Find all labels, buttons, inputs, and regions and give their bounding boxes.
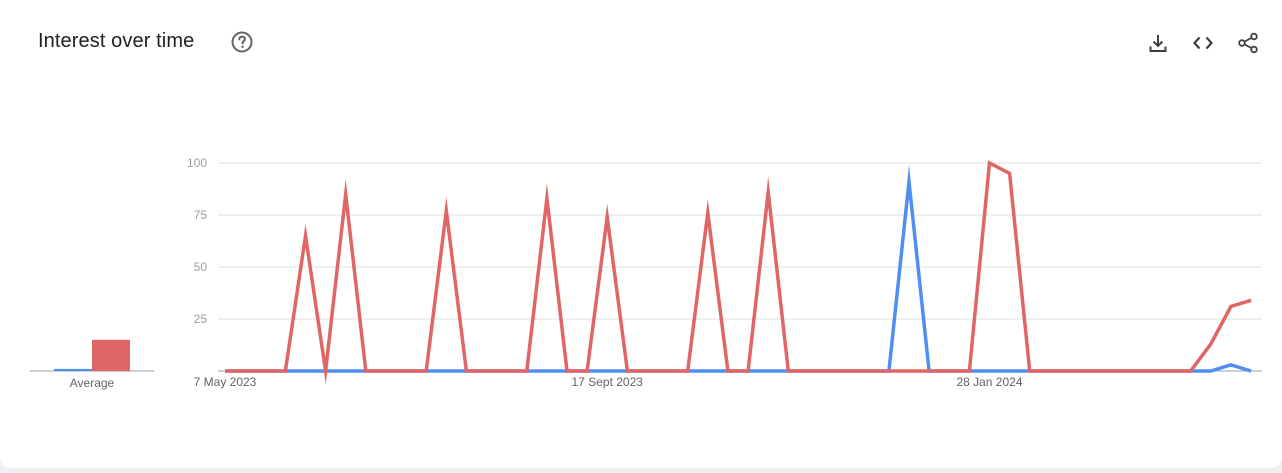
y-tick-label: 75	[194, 208, 208, 222]
x-tick-label: 17 Sept 2023	[572, 375, 644, 389]
y-tick-label: 50	[194, 260, 208, 274]
average-label: Average	[70, 376, 115, 390]
y-tick-label: 100	[187, 156, 207, 170]
x-tick-label: 7 May 2023	[194, 375, 257, 389]
share-icon[interactable]	[1236, 31, 1260, 55]
x-tick-label: 28 Jan 2024	[956, 375, 1022, 389]
embed-code-icon[interactable]	[1191, 31, 1215, 55]
average-bar-1	[92, 339, 130, 371]
series-line-1	[225, 160, 1252, 385]
help-circle-icon[interactable]	[230, 30, 254, 54]
card-title: Interest over time	[38, 30, 195, 52]
average-bar-0	[54, 368, 92, 371]
download-icon[interactable]	[1146, 31, 1170, 55]
series-line-0	[225, 165, 1252, 373]
y-tick-label: 25	[194, 312, 208, 326]
